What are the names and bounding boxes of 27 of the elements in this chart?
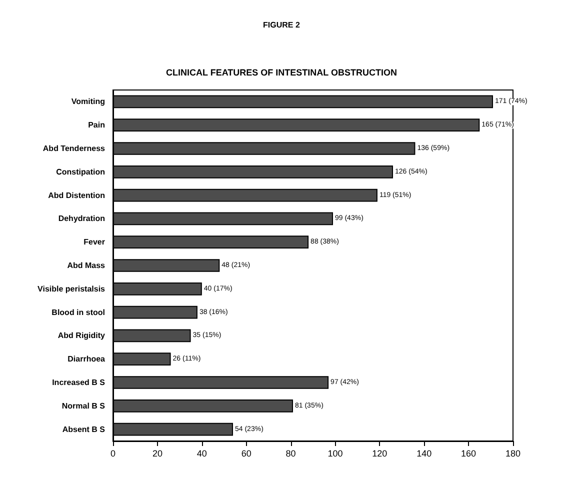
y-tick-label: Increased B S bbox=[52, 378, 106, 387]
x-tick-label: 180 bbox=[505, 448, 521, 458]
x-tick-label: 140 bbox=[416, 448, 432, 458]
x-tick-label: 40 bbox=[196, 448, 207, 458]
y-tick-label: Vomiting bbox=[71, 97, 106, 106]
y-tick-label: Dehydration bbox=[58, 214, 106, 224]
x-tick-label: 100 bbox=[328, 448, 343, 458]
y-tick-label: Abd Distention bbox=[48, 190, 106, 200]
y-tick-label: Diarrhoea bbox=[68, 354, 106, 364]
x-tick-label: 60 bbox=[241, 448, 252, 458]
y-tick-label: Fever bbox=[84, 238, 105, 247]
y-tick-label: Abd Rigidity bbox=[58, 331, 106, 340]
x-tick-label: 0 bbox=[110, 448, 116, 458]
y-tick-label: Blood in stool bbox=[52, 308, 105, 317]
y-tick-label: Abd Mass bbox=[67, 261, 106, 270]
x-tick-label: 160 bbox=[461, 448, 476, 458]
y-tick-label: Normal B S bbox=[62, 401, 106, 410]
y-tick-label: Absent B S bbox=[62, 424, 106, 434]
chart-subtitle: CLINICAL FEATURES OF INTESTINAL OBSTRUCTION bbox=[166, 68, 397, 78]
y-tick-label: Pain bbox=[88, 120, 106, 130]
x-tick-label: 80 bbox=[286, 448, 296, 458]
y-tick-label: Abd Tenderness bbox=[42, 144, 106, 153]
chart-title: FIGURE 2 bbox=[263, 20, 300, 30]
y-tick-label: Constipation bbox=[56, 167, 106, 176]
y-tick-label: Visible peristalsis bbox=[38, 284, 106, 294]
x-tick-label: 120 bbox=[372, 448, 388, 458]
x-tick-label: 20 bbox=[152, 448, 162, 458]
